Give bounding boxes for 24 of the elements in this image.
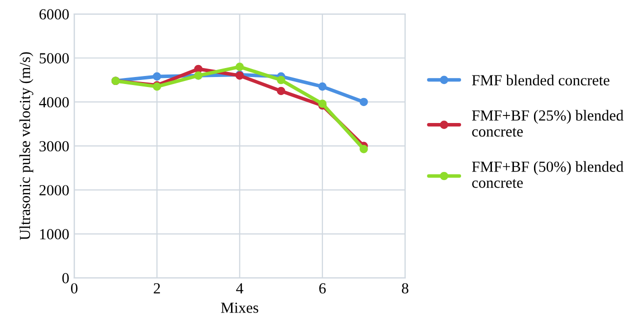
x-tick-label: 2 xyxy=(154,283,160,294)
y-tick-label: 1000 xyxy=(40,229,69,240)
y-tick-label: 3000 xyxy=(40,141,69,152)
point xyxy=(276,76,286,84)
point xyxy=(152,72,162,81)
point xyxy=(276,86,286,96)
point xyxy=(318,82,327,91)
x-tick-label: 0 xyxy=(71,283,78,294)
y-axis-title: Ultrasonic pulse velocity (m/s) xyxy=(19,52,34,240)
x-tick-label: 4 xyxy=(236,283,244,294)
x-tick-label: 6 xyxy=(319,283,326,294)
legend-label: FMF+BF (25%) blended concrete xyxy=(472,110,624,137)
x-axis-title: Mixes xyxy=(221,302,258,313)
legend-label: FMF blended concrete xyxy=(472,74,610,86)
x-tick-label: 8 xyxy=(402,283,408,294)
point xyxy=(360,144,368,154)
legend-label: FMF+BF (50%) blended concrete xyxy=(472,161,624,188)
y-tick-label: 6000 xyxy=(39,9,69,20)
y-tick-label: 0 xyxy=(62,273,69,284)
y-tick-label: 5000 xyxy=(40,53,69,64)
point xyxy=(360,98,368,106)
y-tick-label: 2000 xyxy=(39,185,69,196)
point xyxy=(236,62,244,71)
y-tick-label: 4000 xyxy=(39,97,69,108)
